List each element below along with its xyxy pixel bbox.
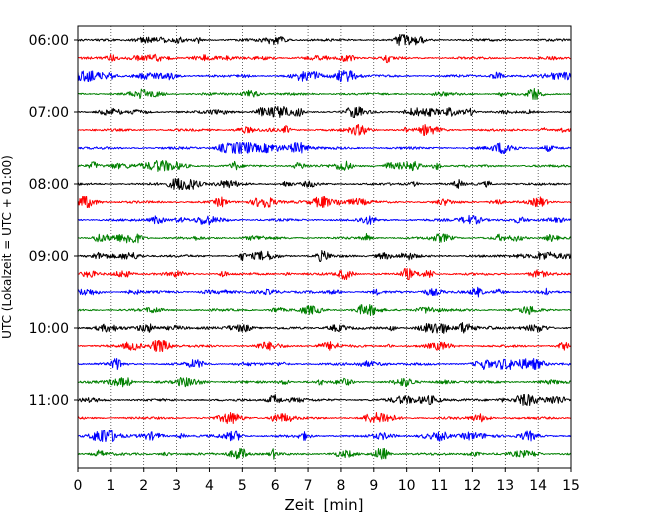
seismic-trace — [77, 304, 572, 316]
grid-lines — [110, 26, 539, 468]
x-tick-label: 0 — [74, 478, 83, 494]
y-tick-label: 10:00 — [29, 321, 69, 337]
seismic-trace — [77, 268, 572, 280]
x-tick-label: 5 — [238, 478, 247, 494]
seismic-trace — [77, 196, 572, 208]
x-tick-label: 4 — [205, 478, 214, 494]
x-tick-label: 9 — [369, 478, 378, 494]
y-tick-label: 09:00 — [29, 249, 69, 265]
seismic-trace — [77, 286, 572, 298]
seismic-trace — [77, 88, 572, 100]
y-tick-label: 11:00 — [29, 393, 69, 409]
seismic-trace — [77, 34, 572, 46]
x-axis-label: Zeit [min] — [284, 496, 363, 514]
y-tick-label: 07:00 — [29, 105, 69, 121]
x-tick-label: 15 — [562, 478, 580, 494]
seismic-trace — [77, 53, 572, 64]
x-tick-labels: 0 1 2 3 4 5 6 7 8 9 10 11 12 13 14 15 — [74, 478, 580, 494]
y-tick-labels: 06:00 07:00 08:00 09:00 10:00 11:00 — [29, 33, 69, 409]
x-tick-label: 10 — [398, 478, 416, 494]
y-tick-label: 06:00 — [29, 33, 69, 49]
seismic-trace — [77, 340, 572, 352]
plot-frame — [77, 25, 572, 469]
axis-ticks — [74, 39, 572, 472]
seismic-traces — [77, 34, 572, 460]
seismic-trace — [77, 70, 572, 82]
x-tick-label: 6 — [271, 478, 280, 494]
x-tick-label: 3 — [172, 478, 181, 494]
seismic-trace — [77, 412, 572, 424]
seismic-trace — [77, 232, 572, 244]
seismic-trace — [77, 430, 572, 442]
seismic-trace — [77, 124, 572, 136]
x-tick-label: 11 — [431, 478, 449, 494]
x-tick-label: 8 — [336, 478, 345, 494]
x-tick-label: 14 — [529, 478, 547, 494]
x-tick-label: 13 — [496, 478, 514, 494]
seismic-trace — [77, 178, 572, 190]
seismic-trace — [77, 394, 572, 406]
seismic-trace — [77, 160, 572, 172]
seismic-trace — [77, 250, 572, 262]
seismic-trace — [77, 214, 572, 226]
seismic-trace — [77, 322, 572, 334]
seismic-trace — [77, 448, 572, 460]
x-tick-label: 2 — [139, 478, 148, 494]
seismic-trace — [77, 106, 572, 118]
seismic-trace — [77, 358, 572, 370]
y-tick-label: 08:00 — [29, 177, 69, 193]
seismic-trace — [77, 377, 572, 388]
x-tick-label: 12 — [463, 478, 481, 494]
y-axis-label: UTC (Lokalzeit = UTC + 01:00) — [0, 155, 14, 339]
x-tick-label: 1 — [106, 478, 115, 494]
seismic-trace — [77, 142, 572, 154]
x-tick-label: 7 — [304, 478, 313, 494]
